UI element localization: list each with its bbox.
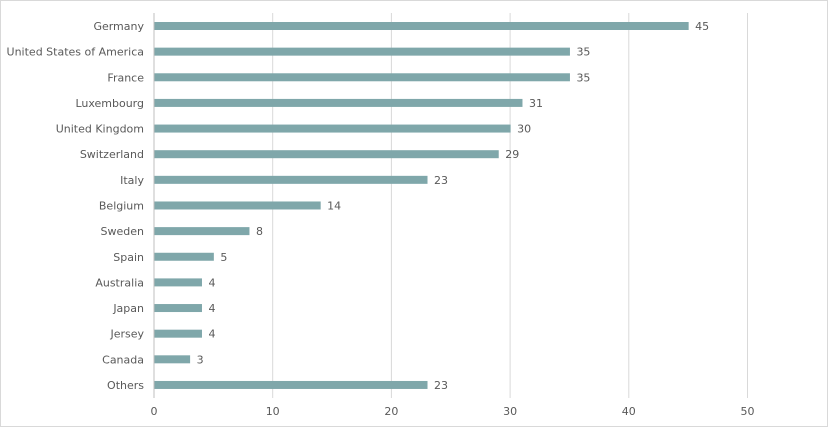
category-label: Others xyxy=(107,379,144,392)
bar xyxy=(154,329,202,338)
category-label: Luxembourg xyxy=(75,97,144,110)
category-label: Sweden xyxy=(101,225,144,238)
x-tick-label: 0 xyxy=(151,405,158,418)
data-label: 35 xyxy=(576,71,590,84)
bar xyxy=(154,175,428,184)
category-label: Spain xyxy=(113,251,144,264)
bar xyxy=(154,47,570,56)
bar xyxy=(154,227,250,236)
category-label: Italy xyxy=(120,174,144,187)
data-label: 14 xyxy=(327,199,341,212)
x-tick-label: 40 xyxy=(622,405,636,418)
category-label: Belgium xyxy=(99,199,144,212)
category-label: Japan xyxy=(112,302,144,315)
data-label: 45 xyxy=(695,20,709,33)
data-label: 29 xyxy=(505,148,519,161)
x-tick-label: 50 xyxy=(741,405,755,418)
category-label: Jersey xyxy=(109,328,144,341)
data-label: 4 xyxy=(208,276,215,289)
category-label: Australia xyxy=(95,276,144,289)
bar xyxy=(154,380,428,389)
bar xyxy=(154,304,202,313)
bar xyxy=(154,98,523,107)
bar xyxy=(154,201,321,210)
data-label: 5 xyxy=(220,251,227,264)
category-label: Canada xyxy=(102,353,144,366)
data-label: 31 xyxy=(529,97,543,110)
category-label: France xyxy=(107,71,144,84)
category-label: United States of America xyxy=(7,46,144,59)
category-label: Germany xyxy=(93,20,144,33)
data-label: 35 xyxy=(576,46,590,59)
bar xyxy=(154,22,689,30)
data-label: 8 xyxy=(256,225,263,238)
x-tick-label: 30 xyxy=(503,405,517,418)
data-label: 30 xyxy=(517,123,531,136)
bar xyxy=(154,124,511,133)
bar xyxy=(154,73,570,82)
bar xyxy=(154,355,191,364)
category-label: United Kingdom xyxy=(56,123,144,136)
x-tick-label: 10 xyxy=(266,405,280,418)
data-label: 23 xyxy=(434,174,448,187)
data-label: 3 xyxy=(197,353,204,366)
bar xyxy=(154,150,499,159)
bar xyxy=(154,252,214,261)
x-tick-label: 20 xyxy=(384,405,398,418)
bar xyxy=(154,278,202,287)
data-label: 4 xyxy=(208,328,215,341)
category-label: Switzerland xyxy=(80,148,144,161)
data-label: 23 xyxy=(434,379,448,392)
data-label: 4 xyxy=(208,302,215,315)
